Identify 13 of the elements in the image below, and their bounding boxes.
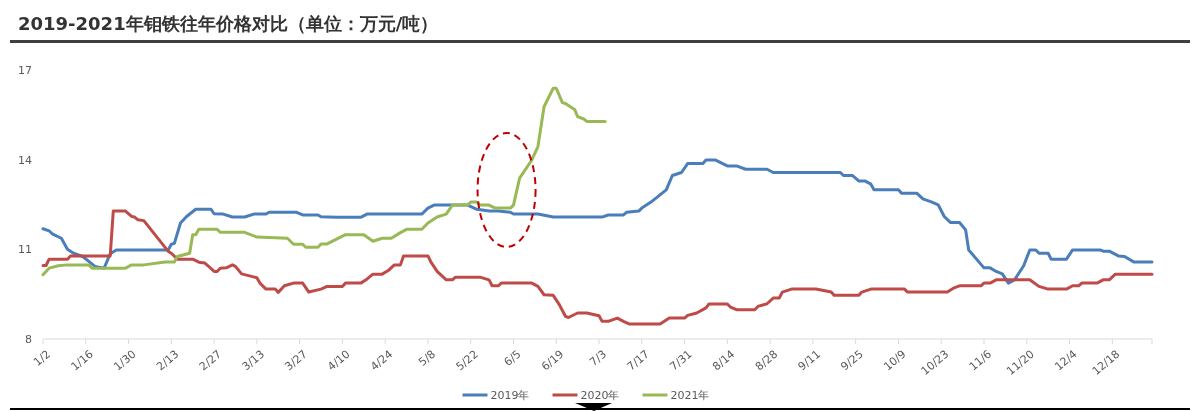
y-tick-label: 14 bbox=[18, 153, 32, 167]
y-tick-label: 11 bbox=[18, 243, 32, 257]
y-tick-label: 8 bbox=[25, 333, 32, 346]
legend-label: 2021年 bbox=[670, 389, 710, 402]
x-tick-label: 6/5 bbox=[501, 347, 524, 369]
chart-title: 2019-2021年钼铁往年价格对比（单位：万元/吨） bbox=[18, 13, 439, 34]
legend-label: 2020年 bbox=[580, 389, 620, 402]
y-tick-label: 17 bbox=[18, 64, 32, 77]
x-tick-label: 7/3 bbox=[587, 347, 610, 369]
x-tick-label: 1/2 bbox=[31, 347, 54, 369]
line-series bbox=[41, 86, 607, 277]
x-tick-label: 5/8 bbox=[416, 347, 439, 369]
legend-label: 2019年 bbox=[490, 389, 530, 402]
